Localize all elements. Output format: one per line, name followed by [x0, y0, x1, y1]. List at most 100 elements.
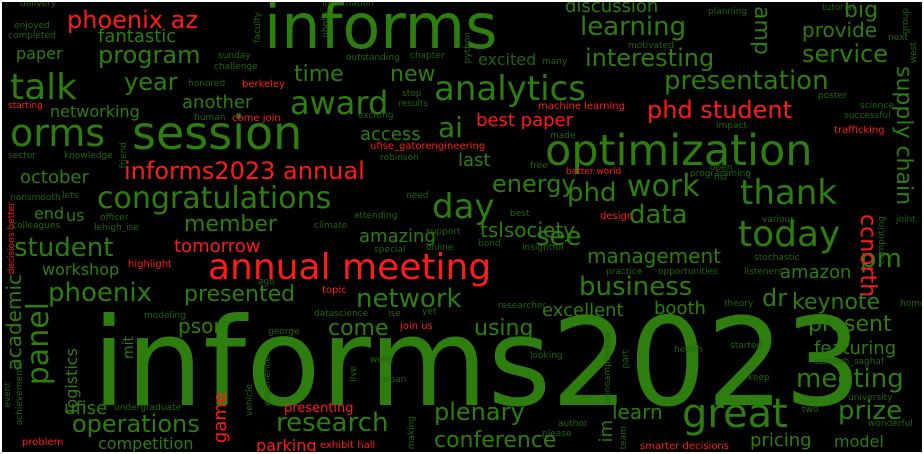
word-achievements: achievements: [15, 362, 25, 426]
word-conference: conference: [434, 428, 557, 452]
word-amp: amp: [749, 6, 774, 55]
word-completed: completed: [8, 31, 56, 41]
word-thank: thank: [740, 173, 837, 213]
word-business: business: [579, 272, 693, 302]
word-today: today: [738, 214, 841, 255]
word-panel: panel: [21, 302, 56, 386]
word-sector: sector: [8, 151, 36, 161]
word-operations: operations: [72, 410, 200, 438]
word-attending: attending: [354, 211, 398, 221]
word-making: making: [407, 416, 417, 450]
word-various: various: [762, 215, 795, 225]
word-service: service: [802, 40, 888, 68]
word-member: member: [184, 212, 277, 237]
word-results: results: [398, 99, 429, 109]
word-python: python: [463, 32, 473, 64]
word-data: data: [629, 200, 688, 230]
word-successful: successful: [844, 111, 891, 121]
word-supply-chain: supply chain: [891, 66, 916, 206]
word-knowledge: knowledge: [64, 151, 113, 161]
word-join-us: join us: [400, 321, 433, 332]
word-discussion: discussion: [565, 2, 659, 17]
word-excited: excited: [478, 50, 537, 69]
word-academic: academic: [2, 274, 26, 371]
word-prize: prize: [838, 396, 903, 426]
word-optimization: optimization: [545, 126, 813, 176]
word-delivery: delivery: [20, 2, 57, 9]
word-network: network: [356, 284, 462, 314]
word-smarter-decisions: smarter decisions: [640, 441, 729, 452]
word-planning: planning: [708, 7, 748, 17]
word-pricing: pricing: [750, 430, 812, 451]
word-computing: computing: [877, 216, 887, 265]
word-motivated: motivated: [628, 41, 674, 51]
word-tslsociety: tslsociety: [480, 218, 576, 242]
word-come: come: [328, 316, 389, 341]
word-ufise: ufise: [64, 398, 108, 419]
word-learn: learn: [612, 400, 663, 424]
word-undergraduate: undergraduate: [114, 403, 182, 413]
word-dr: dr: [762, 284, 788, 312]
word-presentation: presentation: [664, 66, 829, 96]
word-vehicle: vehicle: [245, 384, 255, 417]
word-research: research: [276, 408, 389, 438]
word-time: time: [294, 62, 344, 87]
word-workshop: workshop: [42, 260, 120, 279]
word-mit: mit: [121, 336, 137, 360]
word-keynote: keynote: [792, 290, 881, 315]
word-great: great: [682, 391, 788, 437]
word-informs: informs: [264, 2, 498, 63]
word-annual-meeting: annual meeting: [208, 247, 492, 288]
word-phoenix-az: phoenix az: [67, 6, 198, 34]
word-exhibit-hall: exhibit hall: [320, 440, 376, 451]
word-need: need: [406, 191, 429, 201]
word-networking: networking: [50, 102, 140, 121]
word-george: george: [268, 327, 300, 337]
word-informs2023-annual: informs2023 annual: [124, 157, 365, 185]
word-session: session: [132, 106, 303, 160]
word-opportunities: opportunities: [658, 267, 718, 277]
word-climate: climate: [314, 221, 348, 231]
word-information: information: [322, 2, 374, 9]
word-photo: photo: [321, 12, 331, 38]
word-theory: theory: [724, 299, 754, 309]
word-event: event: [3, 382, 13, 408]
word-programming: programming: [690, 169, 752, 179]
word-topic: topic: [322, 285, 347, 296]
word-home: home: [900, 299, 922, 309]
word-started: started: [730, 341, 763, 351]
word-berkeley: berkeley: [242, 79, 286, 90]
word-machine-learning: machine learning: [538, 101, 625, 112]
word-experience: experience: [263, 356, 273, 406]
word-exciting: exciting: [358, 111, 394, 121]
word-big: big: [844, 2, 879, 23]
word-stochastic: stochastic: [754, 253, 800, 263]
word-soroush-saghaf: soroush_saghaf: [814, 357, 885, 367]
word-competition: competition: [98, 434, 194, 452]
word-im: im: [596, 420, 617, 443]
word-nonsmooth: nonsmooth: [10, 193, 61, 203]
word-ago: ago: [258, 277, 275, 287]
word-parking: parking: [256, 436, 317, 453]
word-us: us: [66, 206, 85, 225]
word-special: special: [374, 245, 406, 255]
word-author: author: [558, 419, 588, 429]
word-presenting: presenting: [284, 401, 354, 416]
word-talk: talk: [10, 67, 78, 108]
word-congratulations: congratulations: [97, 181, 332, 216]
word-datascience: datascience: [314, 309, 369, 319]
word-support: support: [426, 227, 461, 237]
word-team: team: [619, 426, 629, 450]
word-bond: bond: [478, 239, 501, 249]
word-week: week: [370, 355, 394, 365]
word-psor: psor: [178, 314, 222, 338]
word-present: present: [808, 312, 892, 337]
word-ccnorth: ccnorth: [855, 214, 880, 298]
word-looking: looking: [530, 351, 563, 361]
word-insightful: insightful: [522, 243, 564, 253]
word-year: year: [124, 68, 178, 96]
word-made: made: [550, 131, 576, 141]
word-interesting: interesting: [585, 44, 715, 72]
word-enjoyed: enjoyed: [14, 21, 50, 31]
word-another: another: [182, 92, 253, 113]
